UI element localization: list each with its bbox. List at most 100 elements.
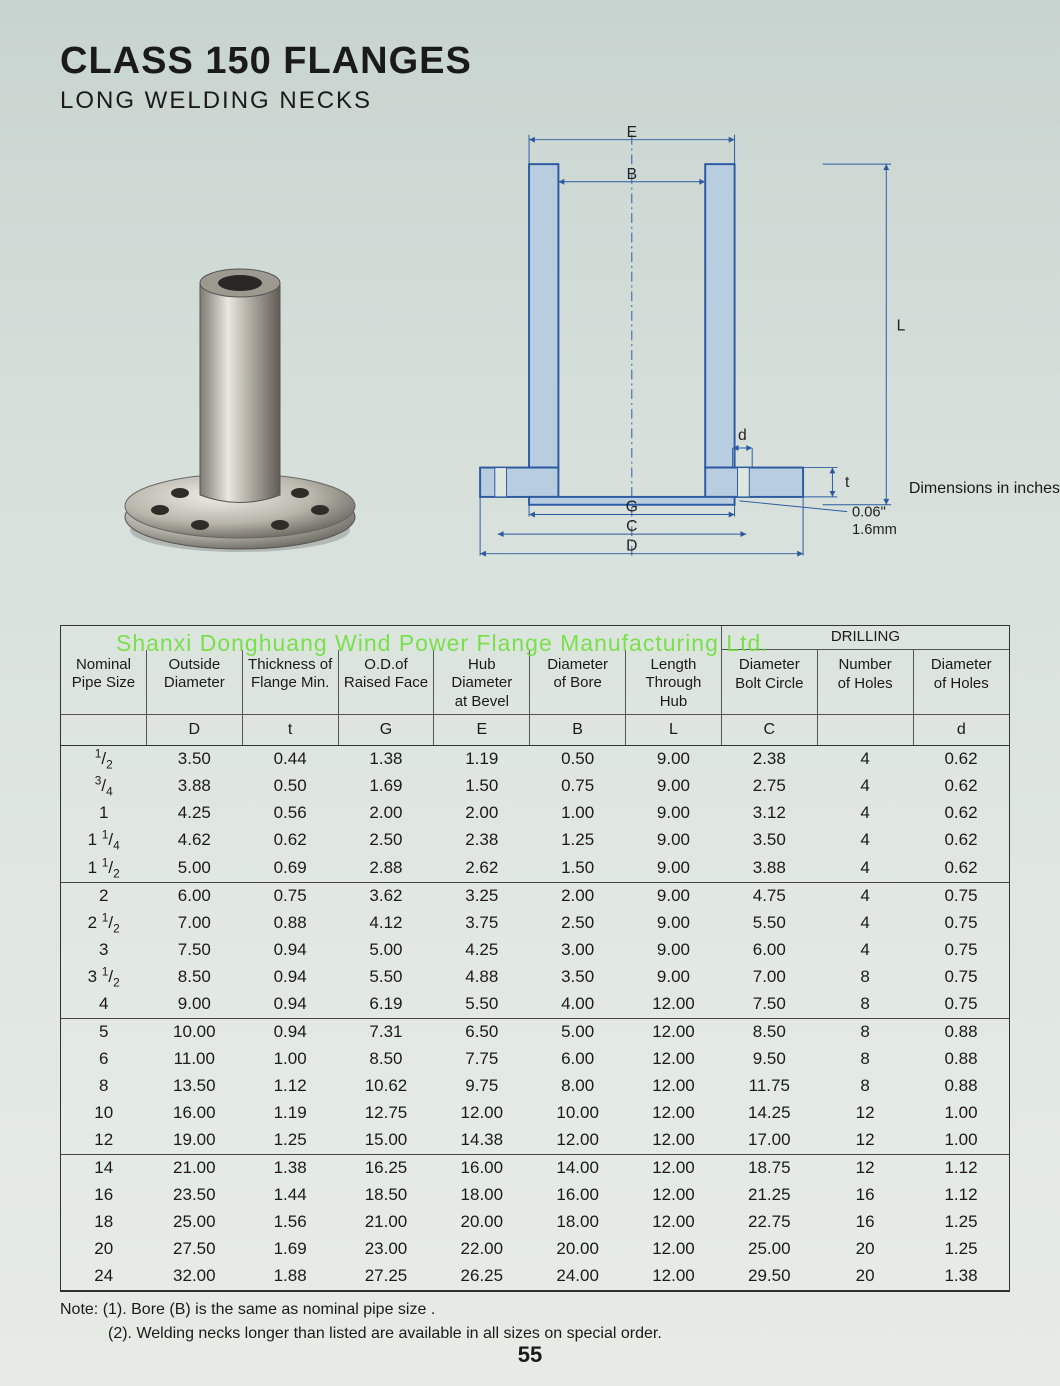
table-cell: 0.44 [242,745,338,773]
table-row: 813.501.1210.629.758.0012.0011.7580.88 [61,1073,1009,1100]
table-cell: 8 [817,964,913,991]
column-symbol [817,714,913,745]
table-cell: 32.00 [146,1263,242,1290]
table-cell: 12 [817,1100,913,1127]
table-cell: 12.75 [338,1100,434,1127]
table-cell: 0.62 [913,745,1009,773]
svg-text:1.6mm: 1.6mm [852,522,897,538]
table-cell: 18.50 [338,1182,434,1209]
table-cell: 12 [817,1127,913,1154]
table-cell: 1.38 [242,1154,338,1181]
table-row: 1623.501.4418.5018.0016.0012.0021.25161.… [61,1182,1009,1209]
table-cell: 2.88 [338,855,434,883]
table-cell: 0.75 [242,882,338,909]
table-cell: 20.00 [434,1209,530,1236]
table-cell: 1.38 [913,1263,1009,1290]
table-cell: 9.50 [721,1046,817,1073]
table-cell: 4.25 [434,937,530,964]
table-cell: 12.00 [626,1019,722,1046]
table-cell: 0.75 [913,964,1009,991]
table-cell: 9.00 [626,800,722,827]
table-cell: 12.00 [626,1154,722,1181]
table-cell: 12.00 [626,1209,722,1236]
table-cell: 9.00 [626,773,722,800]
table-cell: 4 [817,745,913,773]
table-row: 510.000.947.316.505.0012.008.5080.88 [61,1019,1009,1046]
table-cell: 18.00 [434,1182,530,1209]
table-cell: 9.00 [146,991,242,1018]
table-row: 14.250.562.002.001.009.003.1240.62 [61,800,1009,827]
table-cell: 20.00 [530,1236,626,1263]
column-header: Thickness ofFlange Min. [242,650,338,715]
table-cell: 11.00 [146,1046,242,1073]
table-cell: 2.00 [434,800,530,827]
svg-text:d: d [738,427,747,444]
table-cell: 16.00 [530,1182,626,1209]
table-cell: 9.00 [626,937,722,964]
table-cell: 1.56 [242,1209,338,1236]
table-cell: 23.50 [146,1182,242,1209]
column-header: Numberof Holes [817,650,913,715]
table-cell: 18 [61,1209,146,1236]
technical-diagram: EBGCDLtd0.06"1.6mm [420,125,1010,585]
table-cell: 6.00 [146,882,242,909]
table-cell: 8.50 [721,1019,817,1046]
table-cell: 24.00 [530,1263,626,1290]
table-cell: 2.00 [338,800,434,827]
page-subtitle: LONG WELDING NECKS [60,87,1010,115]
table-cell: 0.75 [913,991,1009,1018]
table-cell: 12.00 [626,1046,722,1073]
table-cell: 0.94 [242,937,338,964]
table-row: 37.500.945.004.253.009.006.0040.75 [61,937,1009,964]
table-cell: 22.00 [434,1236,530,1263]
table-cell: 3.00 [530,937,626,964]
table-cell: 7.50 [721,991,817,1018]
column-symbol [61,714,146,745]
table-row: 49.000.946.195.504.0012.007.5080.75 [61,991,1009,1018]
table-cell: 1.12 [913,1182,1009,1209]
table-cell: 3.50 [146,745,242,773]
table-cell: 21.00 [146,1154,242,1181]
table-cell: 10.00 [146,1019,242,1046]
table-cell: 7.00 [146,910,242,937]
table-cell: 5 [61,1019,146,1046]
table-cell: 24 [61,1263,146,1290]
table-cell: 4 [817,882,913,909]
table-cell: 13.50 [146,1073,242,1100]
table-cell: 25.00 [721,1236,817,1263]
svg-text:E: E [627,125,637,141]
svg-text:C: C [626,518,637,535]
table-cell: 4.62 [146,827,242,854]
table-cell: 14.00 [530,1154,626,1181]
table-cell: 18.00 [530,1209,626,1236]
table-row: 1016.001.1912.7512.0010.0012.0014.25121.… [61,1100,1009,1127]
table-row: 3 1/28.500.945.504.883.509.007.0080.75 [61,964,1009,991]
table-cell: 0.69 [242,855,338,883]
table-cell: 8 [817,1019,913,1046]
table-cell: 1.44 [242,1182,338,1209]
column-symbol: t [242,714,338,745]
column-symbol: C [721,714,817,745]
table-row: 611.001.008.507.756.0012.009.5080.88 [61,1046,1009,1073]
table-row: 1 1/25.000.692.882.621.509.003.8840.62 [61,855,1009,883]
table-cell: 29.50 [721,1263,817,1290]
figure-row: EBGCDLtd0.06"1.6mm [60,125,1010,585]
table-cell: 10.00 [530,1100,626,1127]
table-cell: 1.88 [242,1263,338,1290]
table-cell: 1.25 [913,1209,1009,1236]
table-cell: 5.00 [338,937,434,964]
table-cell: 0.62 [913,773,1009,800]
svg-text:G: G [626,499,638,516]
table-cell: 14.25 [721,1100,817,1127]
table-cell: 7.75 [434,1046,530,1073]
table-cell: 12 [61,1127,146,1154]
table-cell: 3.88 [146,773,242,800]
table-cell: 12.00 [626,1073,722,1100]
table-cell: 1.25 [242,1127,338,1154]
table-cell: 14.38 [434,1127,530,1154]
note-1: Note: (1). Bore (B) is the same as nomin… [60,1298,1010,1322]
table-cell: 2.38 [434,827,530,854]
table-cell: 12.00 [626,1100,722,1127]
table-cell: 0.94 [242,1019,338,1046]
table-cell: 1/2 [61,745,146,773]
